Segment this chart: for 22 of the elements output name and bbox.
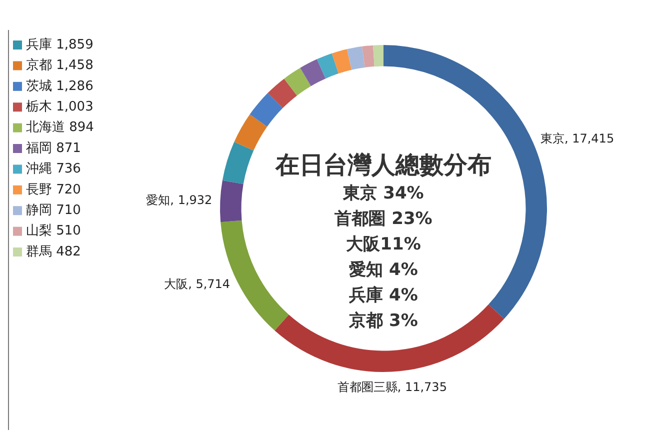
legend-label: 長野 720 (26, 182, 81, 198)
legend-label: 静岡 710 (26, 202, 81, 218)
text: 東京 34% (342, 183, 424, 204)
legend-label: 北海道 894 (26, 120, 94, 136)
text: 兵庫 4% (348, 285, 418, 306)
legend-label: 群馬 482 (26, 244, 81, 260)
legend-label: 茨城 1,286 (26, 78, 94, 94)
legend-label: 兵庫 1,859 (26, 36, 94, 52)
text: 首都圏 23% (334, 208, 432, 229)
text: 京都 3% (348, 310, 418, 331)
legend-label: 福岡 871 (26, 140, 81, 156)
slice-label: 愛知, 1,932 (146, 192, 212, 207)
text: 在日台灣人總數分布 (274, 151, 492, 180)
slice-label: 首都圏三縣, 11,735 (337, 380, 447, 394)
legend-label: 山梨 510 (26, 224, 81, 239)
legend-label: 沖縄 736 (26, 162, 81, 177)
text: 愛知 4% (349, 260, 418, 280)
legend-label: 栃木 1,003 (26, 99, 94, 114)
text: 大阪11% (346, 234, 421, 254)
slice-label: 東京, 17,415 (540, 132, 614, 146)
slice-label: 大阪, 5,714 (164, 277, 230, 292)
legend-label: 京都 1,458 (26, 58, 94, 74)
